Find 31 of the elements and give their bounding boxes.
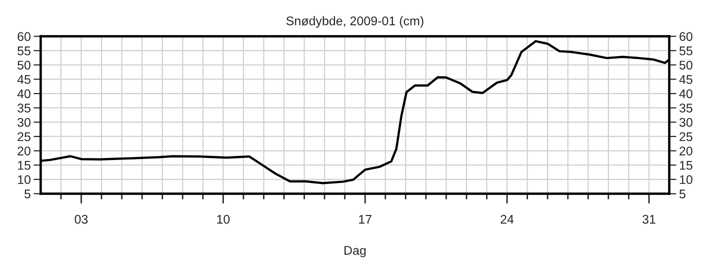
y-tick-label: 60 xyxy=(18,32,30,41)
x-tick-label: 17 xyxy=(359,215,372,224)
y2-tick-label: 50 xyxy=(679,60,692,70)
chart-title: Snødybde, 2009-01 (cm) xyxy=(286,16,424,28)
y2-tick-label: 20 xyxy=(680,146,692,156)
y2-tick-label: 5 xyxy=(679,190,686,198)
x-axis-title: Dag xyxy=(344,246,366,258)
y-tick-label: 35 xyxy=(18,104,30,113)
y-tick-label: 50 xyxy=(18,60,30,70)
y-tick-label: 55 xyxy=(18,46,30,56)
x-tick-label: 10 xyxy=(217,214,230,224)
y2-tick-label: 15 xyxy=(680,161,692,170)
y-tick-label: 40 xyxy=(17,89,30,98)
y-tick-label: 10 xyxy=(18,175,30,184)
y-tick-label: 45 xyxy=(17,75,30,84)
y2-tick-label: 55 xyxy=(679,46,692,56)
y2-tick-label: 30 xyxy=(679,118,692,127)
y-tick-label: 30 xyxy=(18,118,30,127)
y-tick-label: 20 xyxy=(18,146,30,156)
y2-tick-label: 35 xyxy=(679,104,692,113)
y2-tick-label: 25 xyxy=(680,132,692,142)
x-tick-label: 24 xyxy=(500,214,514,224)
x-tick-label: 03 xyxy=(74,214,88,224)
x-tick-label: 31 xyxy=(642,214,656,224)
y-tick-label: 5 xyxy=(24,190,30,198)
y2-tick-label: 60 xyxy=(680,32,692,41)
y2-tick-label: 40 xyxy=(679,89,692,98)
y-tick-label: 15 xyxy=(18,161,30,170)
y-tick-label: 25 xyxy=(18,132,30,142)
y2-tick-label: 45 xyxy=(679,75,692,84)
y2-tick-label: 10 xyxy=(680,175,692,184)
